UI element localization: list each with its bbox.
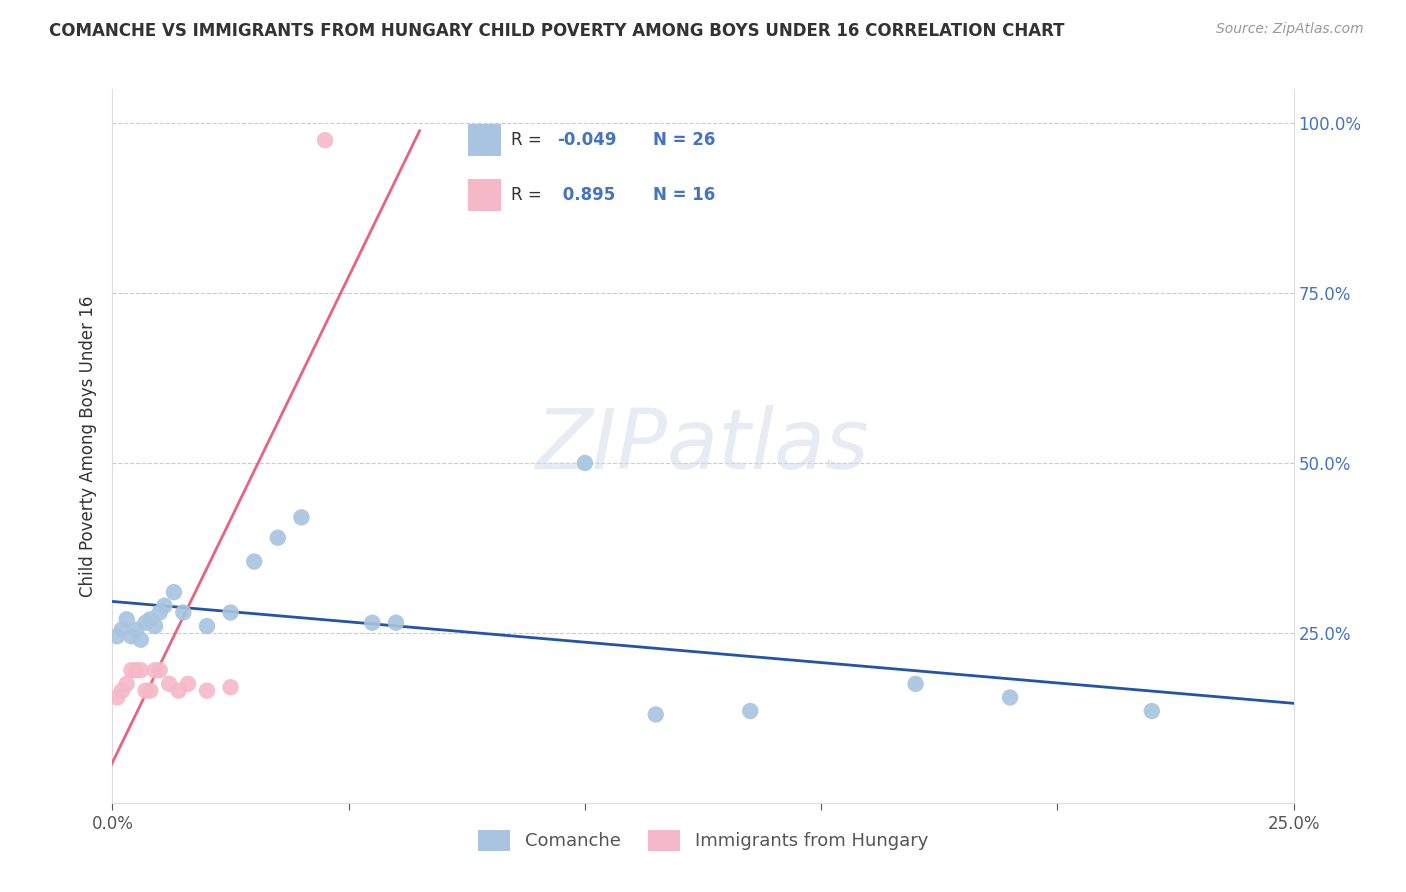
Point	[115, 612, 138, 626]
Point	[167, 683, 190, 698]
Point	[314, 133, 336, 147]
Point	[115, 677, 138, 691]
Point	[149, 606, 172, 620]
Point	[143, 663, 166, 677]
Point	[149, 663, 172, 677]
Point	[243, 555, 266, 569]
Point	[135, 615, 157, 630]
Legend: Comanche, Immigrants from Hungary: Comanche, Immigrants from Hungary	[471, 822, 935, 858]
Point	[219, 606, 242, 620]
Point	[644, 707, 666, 722]
Point	[195, 683, 218, 698]
Point	[385, 615, 408, 630]
Point	[163, 585, 186, 599]
Point	[195, 619, 218, 633]
Text: ZIPatlas: ZIPatlas	[536, 406, 870, 486]
Point	[139, 612, 162, 626]
Point	[125, 623, 148, 637]
Text: COMANCHE VS IMMIGRANTS FROM HUNGARY CHILD POVERTY AMONG BOYS UNDER 16 CORRELATIO: COMANCHE VS IMMIGRANTS FROM HUNGARY CHIL…	[49, 22, 1064, 40]
Point	[120, 629, 142, 643]
Point	[1140, 704, 1163, 718]
Point	[129, 632, 152, 647]
Point	[105, 690, 128, 705]
Point	[125, 663, 148, 677]
Point	[135, 683, 157, 698]
Point	[574, 456, 596, 470]
Point	[143, 619, 166, 633]
Point	[267, 531, 290, 545]
Point	[219, 680, 242, 694]
Point	[111, 623, 134, 637]
Point	[177, 677, 200, 691]
Text: Source: ZipAtlas.com: Source: ZipAtlas.com	[1216, 22, 1364, 37]
Point	[129, 663, 152, 677]
Point	[998, 690, 1021, 705]
Point	[290, 510, 312, 524]
Point	[111, 683, 134, 698]
Point	[740, 704, 762, 718]
Point	[904, 677, 927, 691]
Point	[172, 606, 194, 620]
Y-axis label: Child Poverty Among Boys Under 16: Child Poverty Among Boys Under 16	[79, 295, 97, 597]
Point	[120, 663, 142, 677]
Point	[105, 629, 128, 643]
Point	[153, 599, 176, 613]
Point	[361, 615, 384, 630]
Point	[139, 683, 162, 698]
Point	[157, 677, 180, 691]
